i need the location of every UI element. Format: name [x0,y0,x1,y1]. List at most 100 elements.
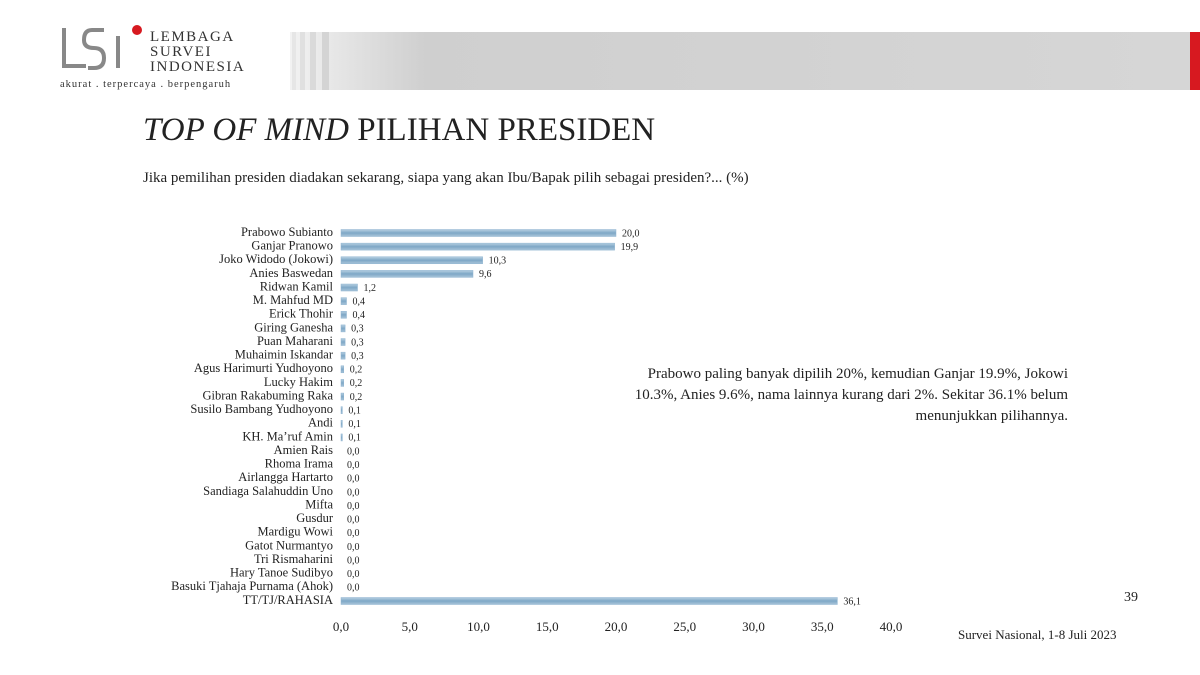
annotation-line: Prabowo paling banyak dipilih 20%, kemud… [647,366,1068,382]
logo-text: SURVEI [150,44,212,60]
header-band [290,32,1200,90]
x-tick-label: 5,0 [402,619,418,634]
bar [340,365,344,374]
category-label: Mifta [305,497,333,511]
category-label: Joko Widodo (Jokowi) [219,252,333,266]
value-label: 19,9 [621,242,639,253]
category-label: Puan Maharani [257,334,334,348]
value-label: 0,0 [347,555,360,566]
value-label: 0,2 [350,392,363,403]
value-label: 0,0 [347,446,360,457]
bar [340,270,474,278]
annotation: Prabowo paling banyak dipilih 20%, kemud… [548,364,1068,427]
category-label: Hary Tanoe Sudibyo [230,566,333,580]
logo-mark [62,25,142,70]
category-label: Ganjar Pranowo [251,239,333,253]
value-label: 0,1 [348,419,361,430]
value-label: 0,3 [351,351,364,362]
value-label: 0,0 [347,501,360,512]
bar [340,324,346,333]
value-label: 0,3 [351,324,364,335]
category-label: Sandiaga Salahuddin Uno [203,484,333,498]
x-tick-label: 25,0 [673,619,696,634]
bar [340,338,346,346]
category-label: Erick Thohir [269,307,334,321]
x-tick-label: 30,0 [742,619,765,634]
bar [340,420,343,428]
value-label: 0,1 [348,433,361,444]
value-label: 0,2 [350,365,363,376]
value-label: 0,0 [347,460,360,471]
category-label: Lucky Hakim [264,375,333,389]
annotation-line: menunjukkan pilihannya. [915,408,1068,424]
category-label: Basuki Tjahaja Purnama (Ahok) [171,579,333,593]
category-label: Prabowo Subianto [241,225,333,239]
category-label: Gusdur [296,511,334,525]
category-label: Ridwan Kamil [260,279,334,293]
bar [340,406,343,414]
value-label: 36,1 [843,596,861,607]
category-label: Agus Harimurti Yudhoyono [194,361,333,375]
bar [340,297,347,305]
category-label: Muhaimin Iskandar [235,348,334,362]
x-tick-label: 15,0 [536,619,559,634]
value-label: 0,4 [353,310,366,321]
value-label: 9,6 [479,269,492,280]
value-label: 0,0 [347,569,360,580]
category-label: Susilo Bambang Yudhoyono [190,402,333,416]
value-label: 0,0 [347,542,360,553]
value-label: 0,2 [350,378,363,389]
title-text: PILIHAN PRESIDEN [357,112,656,148]
bar [340,256,483,265]
bar [340,229,617,237]
value-label: 10,3 [489,256,507,267]
annotation-line: 10.3%, Anies 9.6%, nama lainnya kurang d… [634,387,1068,403]
tagline: akurat . terpercaya . berpengaruh [60,79,232,90]
category-label: Anies Baswedan [249,266,333,280]
x-tick-label: 35,0 [811,619,834,634]
category-label: Amien Rais [274,443,334,457]
logo-text: LEMBAGA [150,29,235,45]
x-tick-label: 40,0 [880,619,903,634]
value-label: 0,0 [347,528,360,539]
subtitle: Jika pemilihan presiden diadakan sekaran… [143,170,749,186]
value-label: 0,0 [347,515,360,526]
bar [340,392,344,401]
value-label: 0,0 [347,583,360,594]
category-label: Airlangga Hartarto [238,470,333,484]
bar [340,242,615,251]
category-label: Gatot Nurmantyo [245,538,333,552]
bar [340,311,347,319]
x-tick-label: 0,0 [333,619,349,634]
category-label: Mardigu Wowi [258,525,334,539]
category-label: Tri Rismaharini [254,552,334,566]
bar [340,433,343,442]
category-label: Giring Ganesha [254,320,333,334]
value-label: 1,2 [364,283,377,294]
category-label: Andi [308,416,334,430]
page-number: 39 [1124,590,1138,605]
value-label: 0,0 [347,474,360,485]
footer: Survei Nasional, 1-8 Juli 2023 [958,627,1117,642]
category-label: Gibran Rakabuming Raka [202,388,333,402]
x-tick-label: 10,0 [467,619,490,634]
category-label: Rhoma Irama [265,457,334,471]
bar [340,351,346,360]
category-label: TT/TJ/RAHASIA [243,593,333,607]
value-label: 0,1 [348,405,361,416]
value-label: 20,0 [622,228,640,239]
bar [340,597,838,605]
logo-text: INDONESIA [150,59,246,75]
bar [340,379,344,387]
title-emphasis: TOP OF MIND [143,112,349,148]
x-tick-label: 20,0 [605,619,628,634]
bar [340,283,358,292]
value-label: 0,0 [347,487,360,498]
value-label: 0,4 [353,296,366,307]
category-label: KH. Ma’ruf Amin [242,429,333,443]
value-label: 0,3 [351,337,364,348]
slide-title: TOP OF MIND PILIHAN PRESIDEN [143,112,655,149]
category-label: M. Mahfud MD [253,293,333,307]
